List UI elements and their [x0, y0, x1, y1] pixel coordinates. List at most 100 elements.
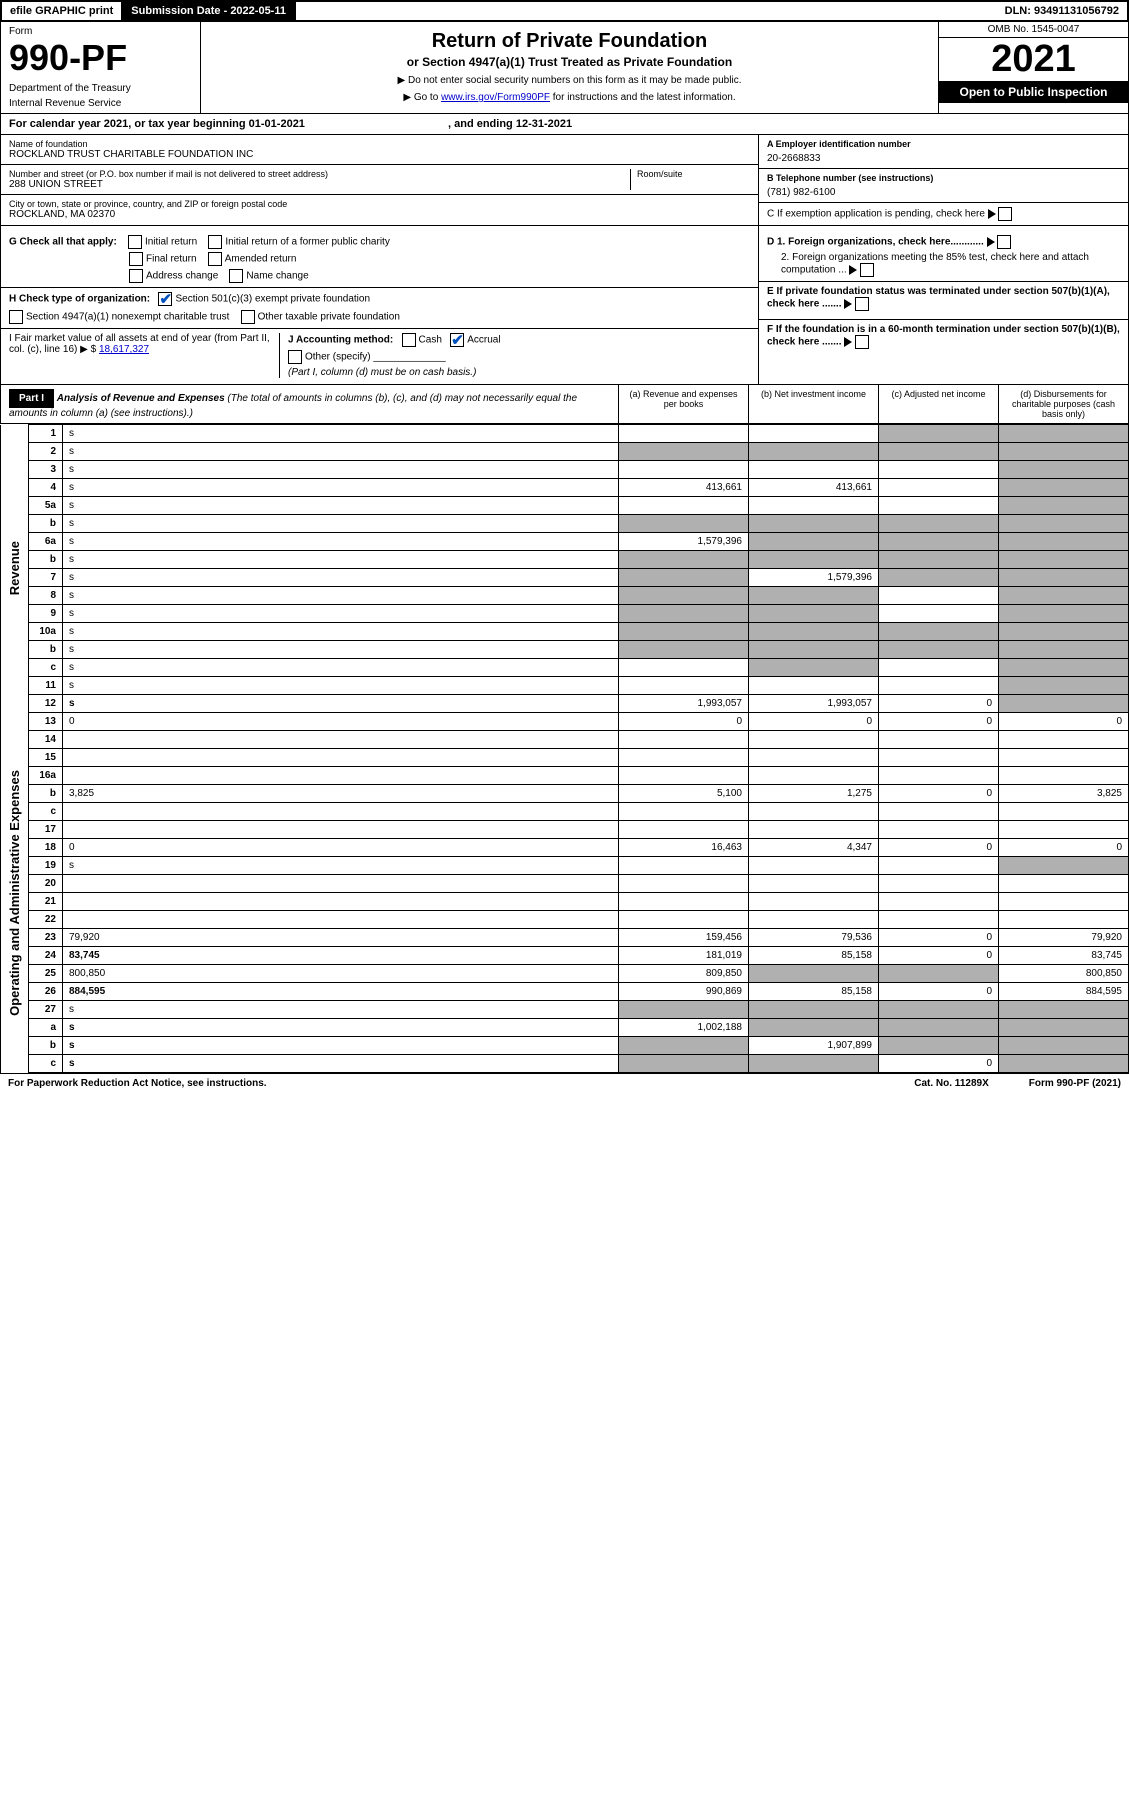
cell-col-d: 0	[999, 839, 1129, 857]
cell-col-b	[749, 731, 879, 749]
cell-col-b: 85,158	[749, 983, 879, 1001]
line-description: s	[63, 497, 619, 515]
table-row: 27s	[1, 1001, 1129, 1019]
h-4947-checkbox[interactable]	[9, 310, 23, 324]
cell-col-a	[619, 551, 749, 569]
line-description	[63, 875, 619, 893]
cell-col-d: 800,850	[999, 965, 1129, 983]
table-row: cs0	[1, 1055, 1129, 1073]
f-checkbox[interactable]	[855, 335, 869, 349]
cell-col-d	[999, 623, 1129, 641]
cell-col-a	[619, 731, 749, 749]
cell-col-c	[879, 497, 999, 515]
table-row: bs	[1, 515, 1129, 533]
j-other-checkbox[interactable]	[288, 350, 302, 364]
line-number: 13	[29, 713, 63, 731]
cell-col-d	[999, 1055, 1129, 1073]
cell-col-c	[879, 533, 999, 551]
table-row: bs	[1, 641, 1129, 659]
line-number: 9	[29, 605, 63, 623]
irs-link[interactable]: www.irs.gov/Form990PF	[441, 92, 550, 103]
footer-left: For Paperwork Reduction Act Notice, see …	[8, 1078, 267, 1089]
cell-col-d	[999, 479, 1129, 497]
cell-col-a	[619, 605, 749, 623]
efile-label[interactable]: efile GRAPHIC print	[2, 2, 123, 20]
cell-col-c: 0	[879, 1055, 999, 1073]
c-checkbox[interactable]	[998, 207, 1012, 221]
d2-checkbox[interactable]	[860, 263, 874, 277]
table-row: 14	[1, 731, 1129, 749]
cell-col-b: 413,661	[749, 479, 879, 497]
j-note: (Part I, column (d) must be on cash basi…	[288, 367, 750, 378]
line-description: 0	[63, 839, 619, 857]
line-description: s	[63, 1037, 619, 1055]
line-description: s	[63, 695, 619, 713]
cell-col-d	[999, 569, 1129, 587]
cell-col-c	[879, 659, 999, 677]
d1-checkbox[interactable]	[997, 235, 1011, 249]
line-number: 21	[29, 893, 63, 911]
cell-col-d	[999, 677, 1129, 695]
g-amended-checkbox[interactable]	[208, 252, 222, 266]
cell-col-c	[879, 479, 999, 497]
addr-label: Number and street (or P.O. box number if…	[9, 169, 630, 179]
part1-title: Analysis of Revenue and Expenses	[57, 393, 225, 404]
cell-col-b: 1,907,899	[749, 1037, 879, 1055]
table-row: 15	[1, 749, 1129, 767]
cell-col-a	[619, 515, 749, 533]
cell-col-a: 0	[619, 713, 749, 731]
line-number: c	[29, 803, 63, 821]
g-namechange-checkbox[interactable]	[229, 269, 243, 283]
line-number: b	[29, 515, 63, 533]
j-cash-checkbox[interactable]	[402, 333, 416, 347]
part1-header-row: Part I Analysis of Revenue and Expenses …	[0, 385, 1129, 424]
cell-col-d	[999, 605, 1129, 623]
cell-col-a: 159,456	[619, 929, 749, 947]
j-accrual-checkbox[interactable]	[450, 333, 464, 347]
table-row: bs	[1, 551, 1129, 569]
footer-mid: Cat. No. 11289X	[914, 1078, 988, 1089]
line-description: s	[63, 461, 619, 479]
dept-treasury: Department of the Treasury	[9, 83, 192, 94]
arrow-icon	[987, 237, 995, 247]
j-label: J Accounting method:	[288, 335, 393, 346]
g-initial-former-checkbox[interactable]	[208, 235, 222, 249]
cell-col-c	[879, 1001, 999, 1019]
cell-col-a	[619, 767, 749, 785]
col-d-header: (d) Disbursements for charitable purpose…	[998, 385, 1128, 423]
cell-col-c	[879, 641, 999, 659]
line-number: 5a	[29, 497, 63, 515]
cell-col-c	[879, 749, 999, 767]
cell-col-a	[619, 803, 749, 821]
g-initial-checkbox[interactable]	[128, 235, 142, 249]
col-a-header: (a) Revenue and expenses per books	[618, 385, 748, 423]
line-number: b	[29, 785, 63, 803]
cell-col-d	[999, 857, 1129, 875]
cell-col-b	[749, 677, 879, 695]
table-row: Revenue1s	[1, 425, 1129, 443]
h-other-checkbox[interactable]	[241, 310, 255, 324]
line-number: 7	[29, 569, 63, 587]
form-label: Form	[9, 26, 192, 37]
cell-col-c	[879, 857, 999, 875]
cell-col-c	[879, 677, 999, 695]
arrow-icon	[988, 209, 996, 219]
line-description: s	[63, 857, 619, 875]
cell-col-b: 79,536	[749, 929, 879, 947]
cell-col-c	[879, 569, 999, 587]
g-final-checkbox[interactable]	[129, 252, 143, 266]
i-value: 18,617,327	[99, 344, 149, 355]
cell-col-c	[879, 965, 999, 983]
part1-table: Revenue1s2s3s4s413,661413,6615asbs6as1,5…	[0, 424, 1129, 1073]
cell-col-c: 0	[879, 785, 999, 803]
g-addrchange-checkbox[interactable]	[129, 269, 143, 283]
h-501c3-checkbox[interactable]	[158, 292, 172, 306]
e-checkbox[interactable]	[855, 297, 869, 311]
cell-col-b	[749, 1055, 879, 1073]
cell-col-b	[749, 875, 879, 893]
top-bar: efile GRAPHIC print Submission Date - 20…	[0, 0, 1129, 22]
cell-col-a	[619, 1037, 749, 1055]
arrow-icon	[844, 337, 852, 347]
line-description: 800,850	[63, 965, 619, 983]
line-description: 3,825	[63, 785, 619, 803]
